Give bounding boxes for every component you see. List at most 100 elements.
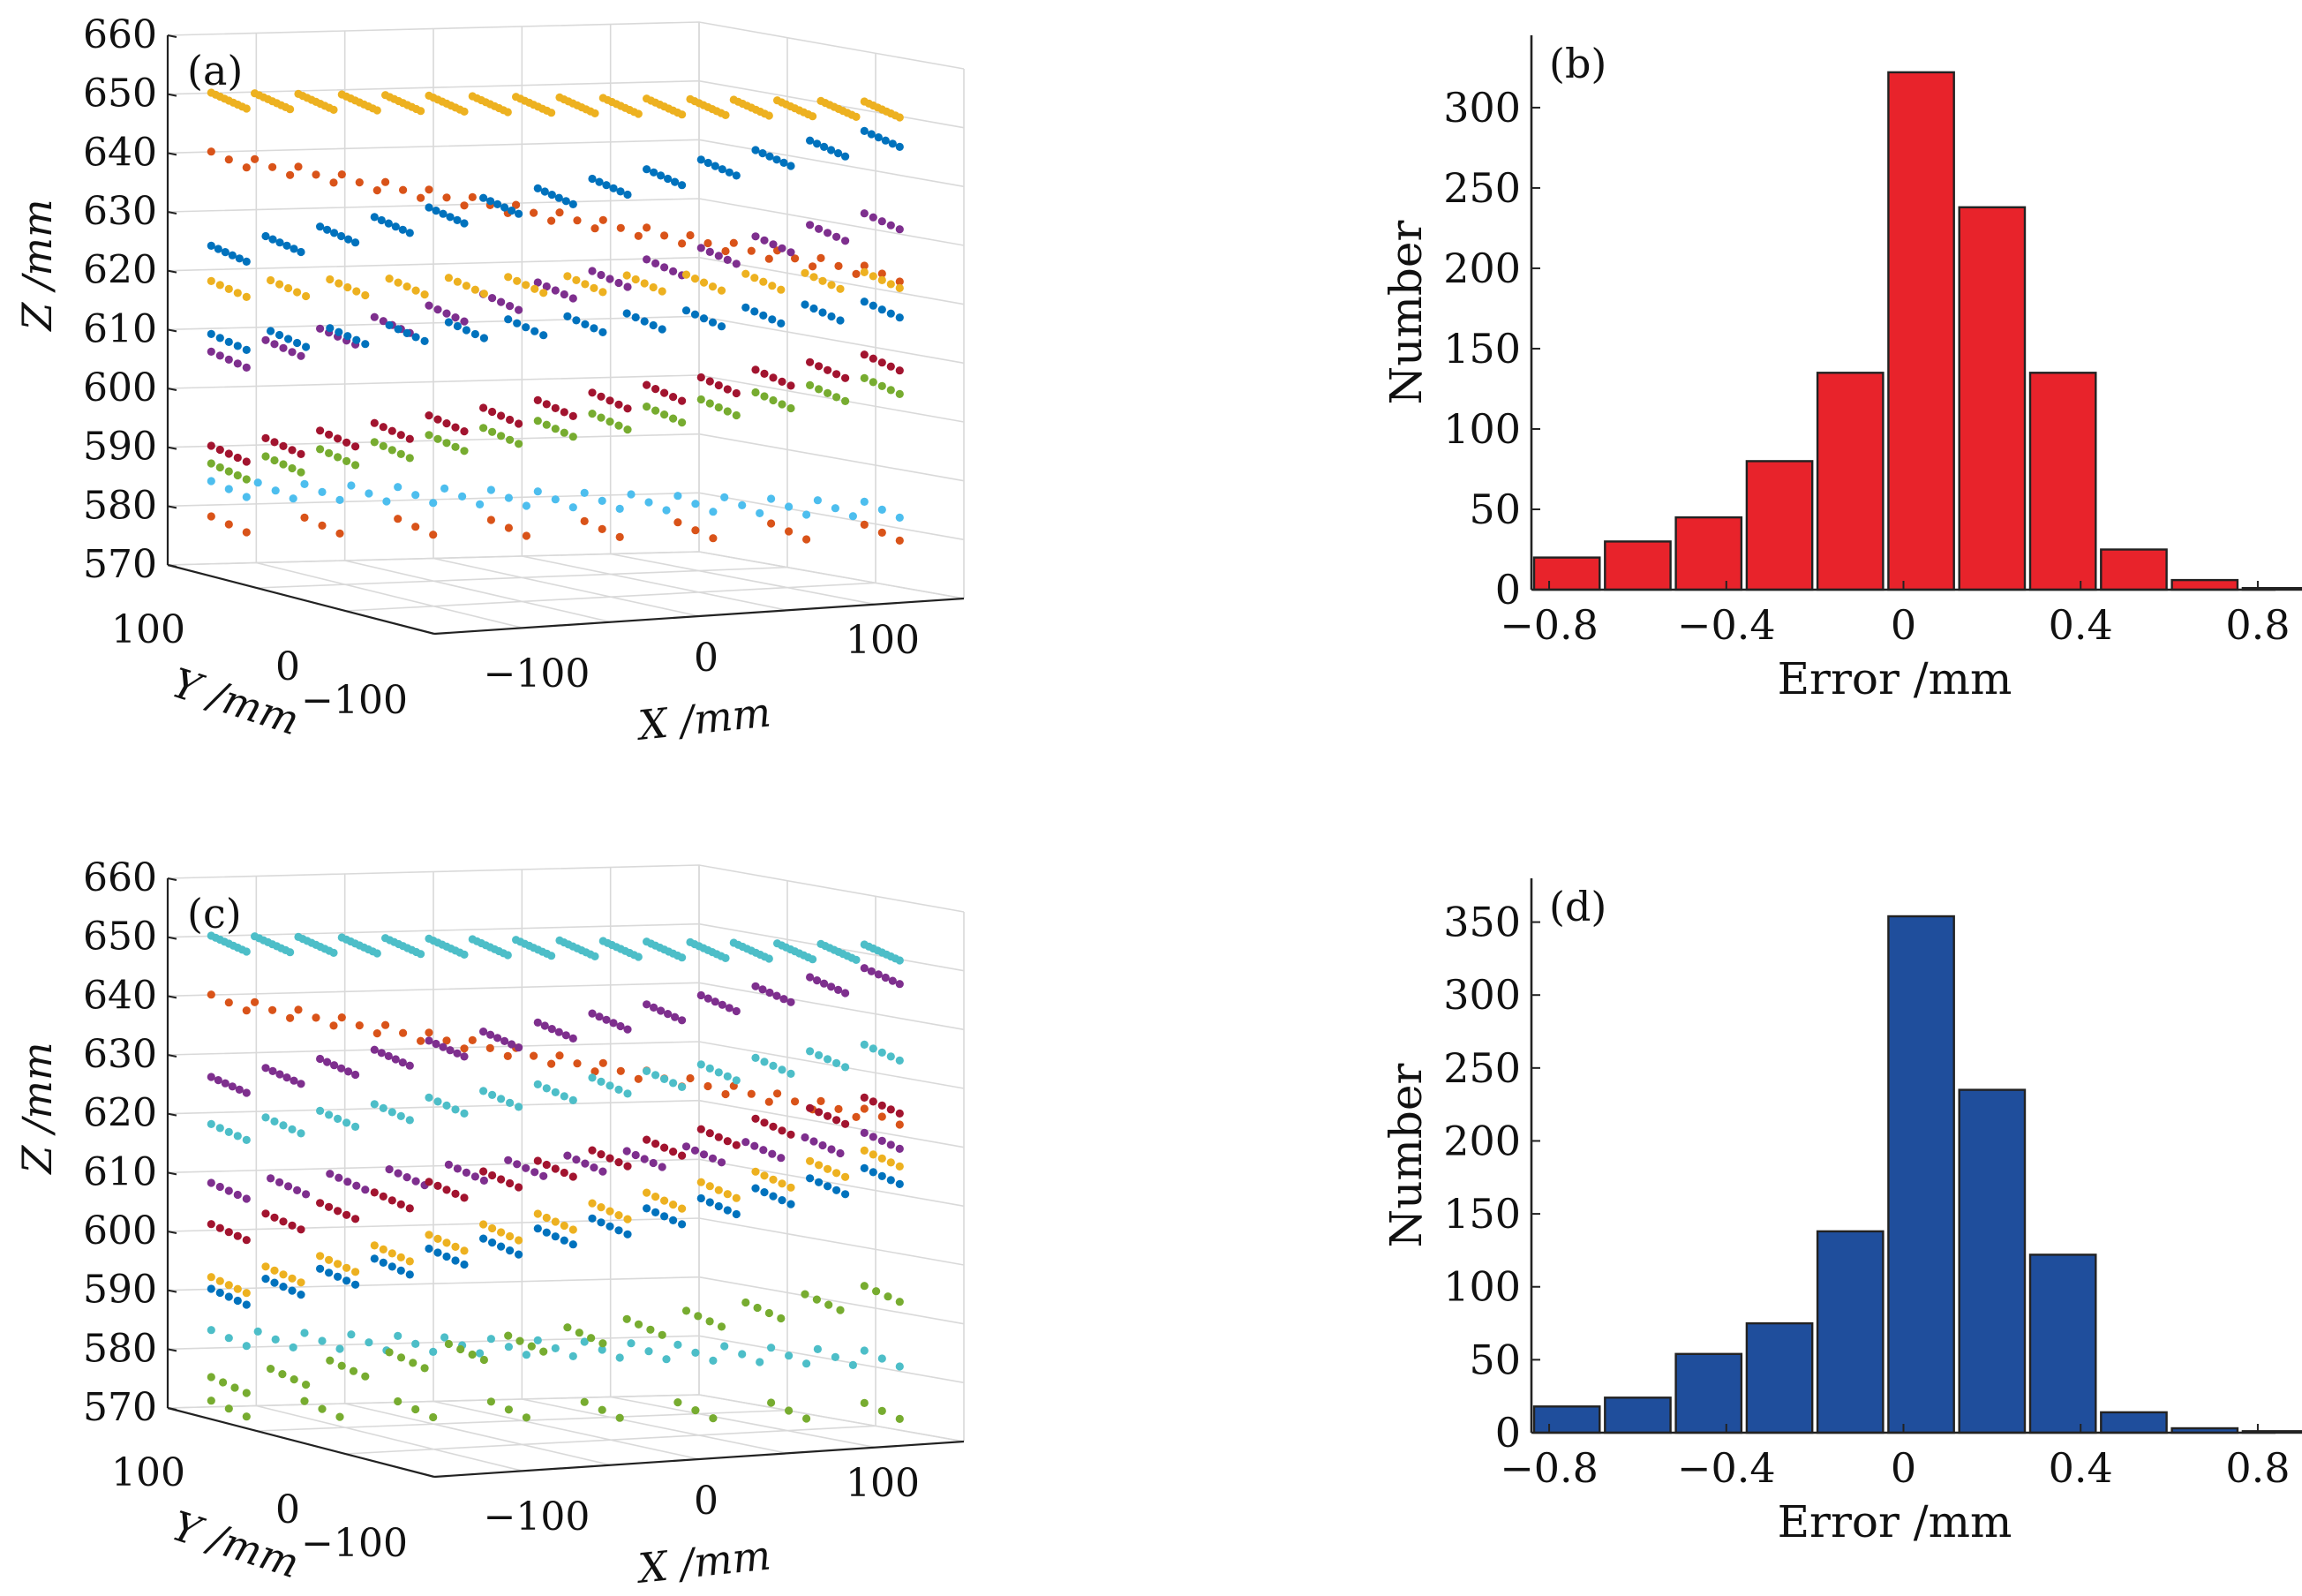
data-point	[215, 1288, 224, 1298]
data-point	[709, 1414, 718, 1423]
data-point	[723, 255, 732, 264]
y-axis-label: Number	[1380, 1063, 1432, 1247]
data-point	[669, 1201, 678, 1209]
data-point	[717, 322, 726, 331]
data-point	[588, 1214, 597, 1223]
y-tick-label: 250	[1443, 164, 1521, 212]
data-point	[741, 1298, 750, 1307]
data-point	[777, 285, 786, 294]
data-point	[425, 1028, 433, 1037]
data-point	[714, 380, 723, 390]
data-point	[703, 1081, 712, 1091]
data-point	[261, 433, 270, 442]
x-axis-label: Error /mm	[1778, 1496, 2012, 1547]
data-point	[318, 487, 327, 497]
data-point	[772, 991, 781, 1000]
data-point	[425, 1178, 433, 1186]
x-axis-line	[433, 597, 965, 636]
data-point	[660, 1143, 669, 1152]
data-point	[815, 1108, 824, 1117]
data-point	[841, 396, 850, 405]
data-point	[429, 1347, 438, 1356]
data-point	[497, 1242, 506, 1251]
data-point	[530, 284, 539, 293]
data-point	[643, 380, 651, 389]
data-point	[606, 275, 614, 283]
data-point	[242, 1300, 251, 1309]
data-point	[261, 1113, 270, 1122]
data-point	[895, 1162, 904, 1171]
data-point	[658, 1163, 666, 1171]
data-point	[515, 440, 523, 448]
data-point	[242, 1412, 251, 1421]
data-point	[791, 1097, 800, 1106]
data-point	[460, 201, 469, 210]
data-point	[513, 276, 522, 285]
z-axis-label: Z /mm	[13, 1042, 61, 1175]
data-point	[405, 434, 414, 443]
data-point	[598, 1405, 606, 1414]
data-point	[329, 948, 338, 957]
data-point	[768, 282, 777, 290]
data-point	[551, 1088, 560, 1096]
data-point	[623, 1162, 632, 1171]
x-tick-label: −0.8	[1500, 1444, 1599, 1492]
data-point	[425, 1244, 433, 1253]
data-point	[786, 1200, 795, 1208]
data-point	[405, 1116, 414, 1125]
data-point	[316, 1054, 325, 1064]
data-point	[678, 1204, 687, 1213]
data-point	[542, 282, 551, 291]
data-point	[242, 1194, 251, 1203]
data-point	[316, 1106, 325, 1115]
data-point	[330, 1061, 339, 1070]
data-point	[522, 281, 530, 290]
data-point	[429, 531, 438, 539]
data-point	[777, 1154, 786, 1163]
data-point	[732, 410, 741, 420]
data-point	[597, 1218, 606, 1227]
data-point	[268, 162, 277, 171]
data-point	[370, 213, 379, 222]
grid-line	[167, 492, 965, 541]
z-tick-label: 600	[83, 365, 157, 410]
data-point	[207, 329, 215, 338]
data-point	[207, 441, 215, 450]
points-plane-3	[207, 126, 904, 266]
data-point	[786, 998, 795, 1006]
z-tick	[167, 1231, 177, 1234]
data-point	[242, 493, 251, 501]
data-point	[869, 354, 877, 363]
data-point	[372, 949, 381, 958]
data-point	[786, 162, 795, 170]
data-point	[433, 1248, 442, 1257]
data-point	[786, 381, 795, 390]
data-point	[261, 1275, 270, 1284]
grid-line	[167, 21, 965, 70]
data-point	[267, 1174, 275, 1183]
data-point	[504, 1331, 513, 1340]
z-tick-label: 600	[83, 1208, 157, 1253]
data-point	[732, 1209, 741, 1219]
data-point	[623, 190, 632, 200]
data-point	[233, 1284, 242, 1293]
grid-line	[698, 551, 965, 599]
data-point	[560, 290, 568, 299]
data-point	[261, 1209, 270, 1218]
data-point	[381, 1020, 390, 1029]
data-point	[643, 1188, 651, 1197]
data-point	[318, 1336, 327, 1345]
panel-d-histogram: 0 50 100 150 200 250 300 350 −0.8 −0.4 0 0.4 0.8 Numb…	[1380, 878, 2302, 1547]
data-point	[370, 1045, 379, 1054]
data-point	[703, 238, 712, 248]
data-point	[560, 1168, 568, 1178]
data-point	[542, 420, 551, 429]
data-point	[551, 1232, 560, 1241]
data-point	[503, 951, 512, 960]
data-point	[806, 973, 815, 982]
data-point	[370, 1254, 379, 1263]
data-point	[597, 1150, 606, 1159]
data-point	[479, 403, 488, 412]
data-point	[326, 1170, 335, 1178]
data-point	[215, 463, 224, 472]
